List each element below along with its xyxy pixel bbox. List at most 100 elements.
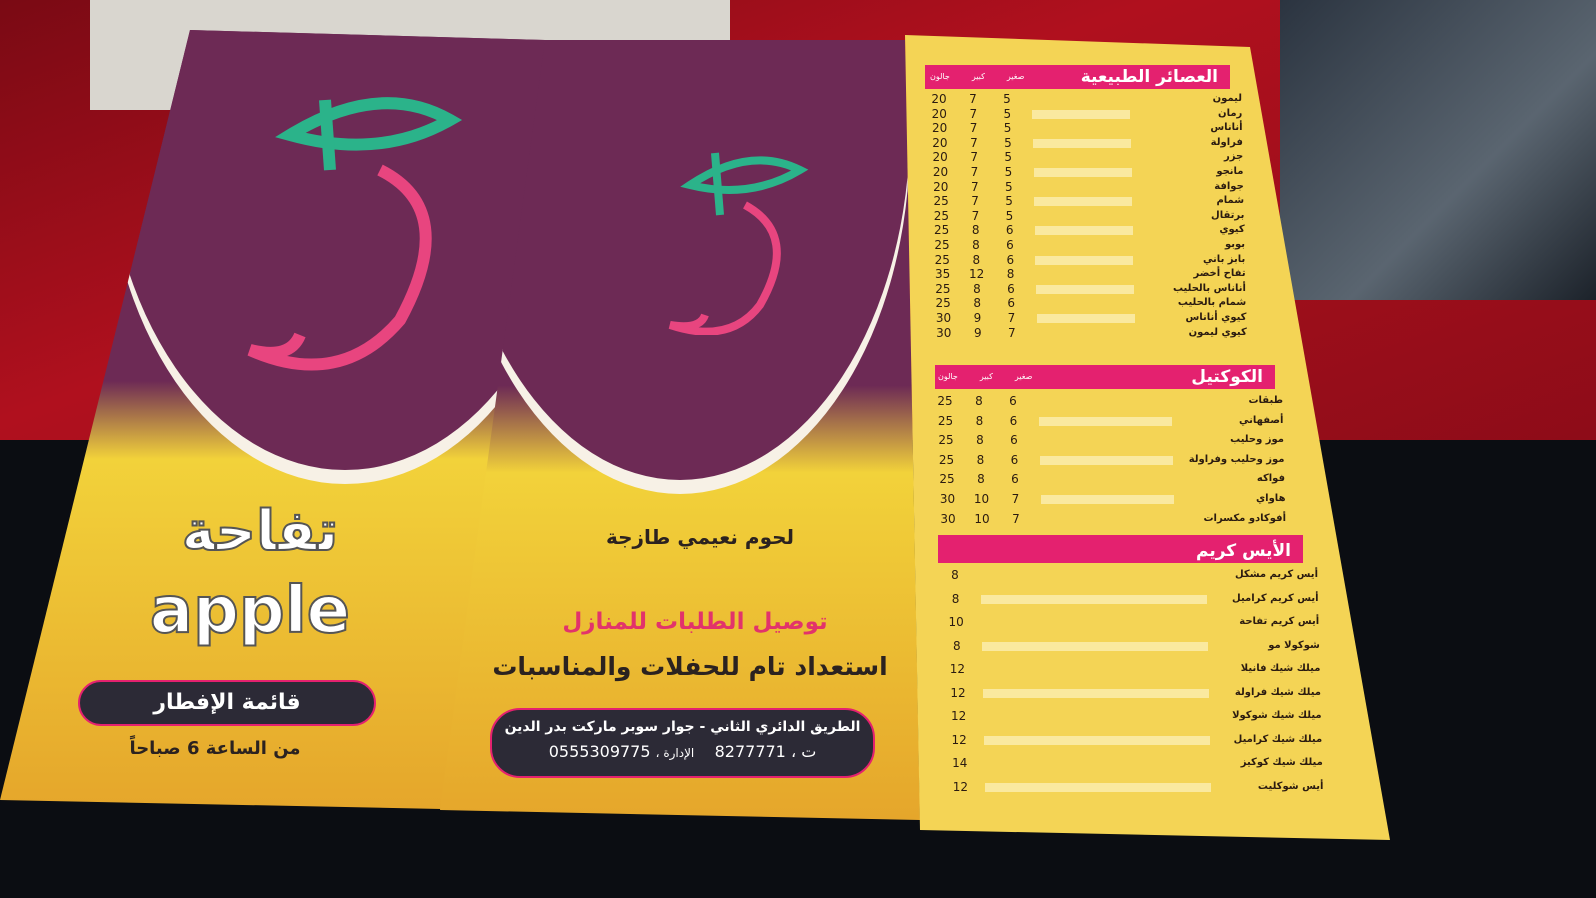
- item-name: ميلك شيك شوكولا: [1232, 710, 1322, 721]
- price-small: 7: [1012, 511, 1020, 526]
- price-large: 7: [971, 194, 979, 209]
- menu-item-row: 20 7 5 أناناس: [923, 121, 1243, 135]
- price-small: 5: [1005, 208, 1014, 223]
- price-cells: 14: [943, 756, 977, 770]
- menu-item-row: 25 8 6 طبقات: [928, 394, 1283, 408]
- menu-label-pill: قائمة الإفطار: [78, 680, 376, 726]
- row-stripe: [984, 735, 1211, 745]
- brand-arabic: تفاحة: [181, 499, 340, 565]
- price-cells: 12: [941, 686, 975, 700]
- menu-item-row: 25 8 6 أناناس بالحليب: [926, 282, 1246, 296]
- price-cells: 25 8 6: [929, 414, 1031, 428]
- price-cells: 25 7 5: [924, 209, 1026, 223]
- menu-item-row: 12 أيس شوكليت: [943, 780, 1324, 794]
- tagline: لحوم نعيمي طازجة: [605, 525, 795, 549]
- price-cells: 25 8 6: [926, 282, 1028, 296]
- price-small: 6: [1010, 433, 1018, 448]
- item-name: كيوي ليمون: [1188, 326, 1247, 338]
- icecream-header: الأيس كريم: [938, 535, 1303, 563]
- price-cells: 8: [938, 568, 972, 582]
- juices-header: العصائر الطبيعية: [925, 65, 1230, 89]
- menu-item-row: 30 9 7 كيوي أناناس: [927, 311, 1247, 325]
- price-large: 8: [973, 296, 981, 311]
- column-large: كبير: [971, 72, 985, 81]
- price-small: 6: [1006, 252, 1015, 267]
- price-cells: 20 7 5: [922, 107, 1024, 121]
- menu-item-row: 8 شوكولا مو: [940, 639, 1320, 653]
- price-large: 12: [968, 267, 985, 282]
- row-stripe: [981, 641, 1208, 651]
- juices-columns: جالون كبير صغير: [930, 72, 1024, 82]
- address-pill: الطريق الدائري الثاني - جوار سوبر ماركت …: [490, 708, 875, 778]
- price-cells: 20 7 5: [923, 150, 1025, 164]
- row-stripe: [1034, 226, 1133, 236]
- menu-item-row: 20 7 5 ليمون: [922, 92, 1242, 106]
- row-stripe: [985, 782, 1212, 792]
- item-name: موز وحليب: [1230, 434, 1284, 446]
- price-cells: 25 8 6: [930, 453, 1032, 467]
- price-cells: 25 8 6: [928, 394, 1030, 408]
- price-cells: 25 7 5: [924, 194, 1026, 208]
- price-gallon: 25: [934, 238, 950, 252]
- menu-item-row: 20 7 5 فراولة: [923, 136, 1243, 150]
- price-cells: 20 7 5: [922, 92, 1024, 106]
- item-name: أيس كريم مشكل: [1234, 569, 1318, 580]
- price-cells: 8: [939, 592, 973, 606]
- item-name: أناناس بالحليب: [1172, 282, 1246, 294]
- menu-item-row: 30 10 7 هاواي: [931, 492, 1286, 506]
- price-price: 8: [951, 568, 959, 582]
- price-cells: 12: [942, 709, 976, 723]
- price-large: 10: [974, 511, 990, 526]
- phone-number[interactable]: 8277771: [714, 742, 786, 761]
- price-gallon: 25: [934, 252, 950, 267]
- row-stripe: [1038, 416, 1172, 426]
- item-name: أيس كريم كراميل: [1232, 592, 1319, 604]
- menu-item-row: 8 أيس كريم مشكل: [938, 568, 1318, 582]
- price-cells: 25 8 6: [925, 223, 1027, 237]
- price-large: 7: [970, 165, 979, 179]
- item-name: ميلك شيك فراولة: [1234, 686, 1321, 698]
- price-price: 12: [950, 685, 966, 700]
- glass-background: [1280, 0, 1596, 300]
- item-name: كيوي أناناس: [1185, 312, 1247, 323]
- price-small: 6: [1007, 281, 1015, 296]
- price-large: 9: [973, 311, 982, 325]
- row-stripe: [1034, 197, 1133, 207]
- price-large: 7: [969, 121, 978, 136]
- price-cells: 25 8 6: [925, 253, 1027, 267]
- menu-item-row: 25 8 6 فواكه: [930, 472, 1285, 486]
- price-cells: 20 7 5: [923, 121, 1025, 135]
- item-name: برتقال: [1211, 209, 1245, 221]
- price-small: 5: [1005, 194, 1013, 209]
- price-price: 12: [949, 662, 966, 676]
- item-name: رمان: [1218, 107, 1243, 119]
- menu-item-row: 12 ميلك شيك فانيلا: [940, 662, 1321, 676]
- item-name: فراولة: [1210, 136, 1243, 148]
- price-small: 6: [1011, 472, 1019, 487]
- row-stripe: [1039, 455, 1173, 465]
- price-large: 8: [976, 452, 985, 467]
- price-cells: 20 7 5: [924, 165, 1026, 179]
- admin-phone[interactable]: 0555309775: [548, 742, 651, 761]
- price-small: 5: [1004, 165, 1013, 179]
- menu-brochure: تفاحة apple قائمة الإفطار من الساعة 6 صب…: [0, 30, 1390, 840]
- menu-item-row: 25 7 5 برتقال: [924, 209, 1245, 223]
- price-large: 8: [975, 394, 983, 408]
- price-cells: 25 8 6: [929, 433, 1031, 447]
- column-gallon: جالون: [930, 72, 950, 81]
- item-name: أصفهاني: [1238, 414, 1284, 426]
- price-small: 7: [1011, 492, 1020, 506]
- item-name: جزر: [1224, 151, 1244, 163]
- menu-item-row: 25 8 6 كيوي: [925, 223, 1245, 237]
- price-gallon: 25: [935, 281, 951, 296]
- row-stripe: [1036, 314, 1135, 323]
- price-large: 7: [970, 135, 978, 150]
- price-small: 6: [1005, 223, 1014, 238]
- price-gallon: 25: [934, 223, 950, 238]
- price-cells: 20 7 5: [923, 136, 1025, 150]
- price-large: 8: [972, 238, 980, 252]
- item-name: شمام: [1216, 195, 1245, 207]
- menu-item-row: 10 أيس كريم تفاحة: [939, 615, 1320, 629]
- price-cells: 10: [939, 615, 973, 629]
- price-cells: 30 10 7: [931, 512, 1033, 526]
